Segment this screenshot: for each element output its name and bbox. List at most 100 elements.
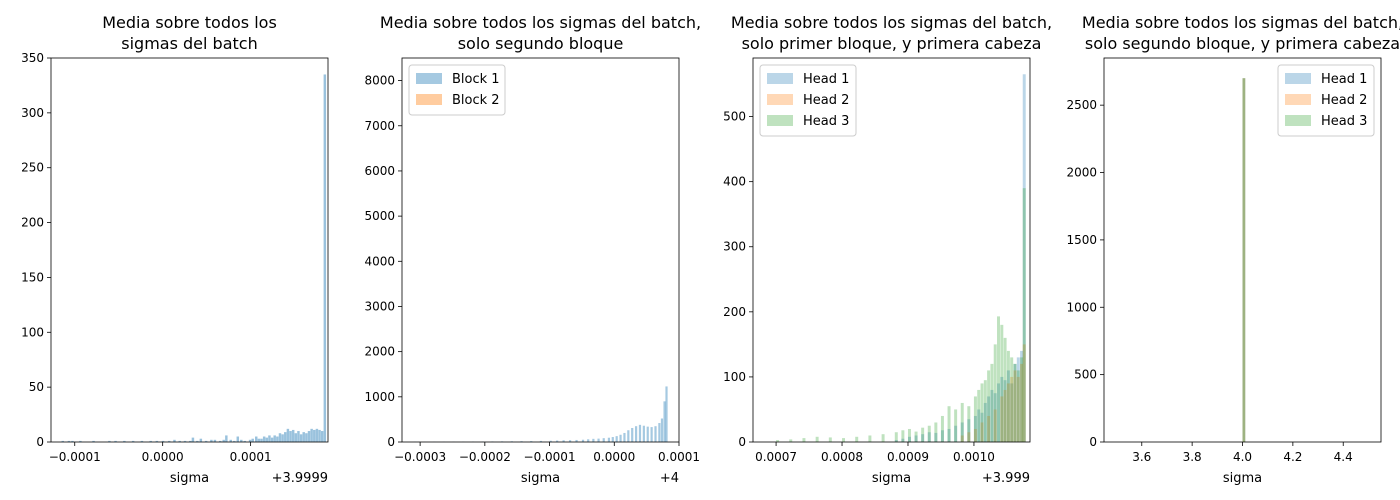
bar — [987, 370, 991, 442]
bar — [251, 438, 254, 442]
x-axis-label: sigma — [872, 471, 911, 486]
bar — [1003, 380, 1007, 442]
bar — [222, 439, 225, 442]
bar — [191, 437, 195, 442]
y-tick-label: 200 — [21, 216, 44, 230]
bar — [983, 402, 987, 442]
y-tick-label: 100 — [21, 325, 44, 339]
bar — [960, 435, 964, 442]
bar — [990, 389, 994, 442]
bar — [587, 439, 590, 442]
bar — [868, 435, 872, 442]
bar — [855, 436, 859, 442]
y-tick-label: 1000 — [364, 390, 395, 404]
bar — [627, 430, 630, 442]
bar — [597, 438, 600, 442]
bar — [940, 430, 944, 442]
legend-label: Head 1 — [1321, 72, 1367, 87]
histogram-bars — [776, 74, 1026, 442]
y-tick-label: 0 — [387, 435, 395, 449]
x-offset-label: +3.9999 — [272, 471, 328, 486]
x-tick-label: 0.0000 — [142, 450, 184, 464]
bar — [1022, 344, 1026, 442]
bar — [276, 436, 279, 442]
x-axis-label: sigma — [521, 471, 560, 486]
bar — [815, 436, 819, 442]
bar — [1020, 357, 1024, 442]
bar — [1013, 370, 1017, 442]
x-tick-label: 0.0001 — [658, 450, 700, 464]
y-tick-label: 300 — [21, 106, 44, 120]
histogram-bars — [1242, 78, 1246, 442]
bar — [907, 428, 911, 442]
bar — [294, 433, 298, 442]
y-tick-label: 300 — [723, 240, 746, 254]
axes-frame — [752, 57, 1031, 443]
subplot-3: 0.0007 0.0008 0.0009 0.0010 0 100 200 300 400 500… — [723, 13, 1052, 486]
bar — [977, 409, 981, 442]
y-tick-label: 50 — [29, 380, 44, 394]
bar — [977, 389, 981, 442]
x-axis-label: sigma — [1223, 471, 1262, 486]
legend-label: Head 1 — [803, 72, 849, 87]
bar — [218, 440, 222, 442]
bar — [983, 380, 987, 442]
bar — [248, 439, 252, 442]
legend-swatch — [767, 94, 793, 105]
legend-swatch — [767, 115, 793, 126]
legend: Head 1 Head 2 Head 3 — [1277, 64, 1375, 137]
bar — [273, 435, 276, 442]
bar — [954, 425, 958, 442]
x-offset-label: +3.999 — [982, 471, 1030, 486]
subplot-1: −0.0001 0.0000 0.0001 0 50 100 150 200 250 300 350… — [21, 13, 329, 486]
bar — [654, 426, 657, 442]
chart-title: Media sobre todos los sigmas del batch, — [380, 13, 701, 32]
bar — [776, 440, 780, 442]
bar — [894, 440, 898, 442]
bar — [213, 439, 217, 442]
bar — [828, 437, 832, 442]
axes-frame — [50, 57, 329, 443]
bar — [315, 428, 319, 442]
bar — [907, 436, 911, 442]
bar — [1003, 337, 1007, 442]
bar — [993, 409, 997, 442]
bar — [236, 436, 240, 442]
bar — [556, 440, 559, 442]
bar — [1000, 324, 1004, 442]
legend-swatch — [1285, 115, 1311, 126]
bar — [960, 402, 964, 442]
bar — [114, 440, 117, 442]
bar — [581, 439, 585, 442]
bar — [210, 439, 213, 442]
bar — [954, 409, 958, 442]
bar — [1003, 389, 1007, 442]
bar — [575, 439, 578, 442]
bar — [302, 432, 305, 442]
bar — [318, 429, 321, 442]
bar — [638, 424, 642, 442]
bar — [646, 426, 649, 442]
bar — [980, 422, 984, 442]
chart-title: Media sobre todos los sigmas del batch, — [1082, 13, 1400, 32]
bar — [660, 418, 664, 442]
bar — [973, 428, 977, 442]
chart-title: solo primer bloque, y primera cabeza — [742, 34, 1042, 53]
bar — [123, 440, 126, 442]
y-tick-label: 1500 — [1066, 233, 1097, 247]
bar — [665, 386, 668, 442]
bar — [967, 419, 971, 442]
bar — [183, 440, 187, 442]
bar — [307, 431, 311, 442]
y-tick-label: 0 — [36, 435, 44, 449]
legend-label: Head 2 — [1321, 93, 1367, 108]
bar — [289, 431, 292, 442]
subplot-4: 3.6 3.8 4.0 4.2 4.4 0 500 1000 1500 2000 2500 sigma… — [1066, 13, 1400, 486]
bar — [260, 438, 263, 442]
bar — [973, 396, 977, 442]
x-tick-label: 0.0000 — [593, 450, 635, 464]
legend-box — [1277, 64, 1375, 137]
x-tick-label: 0.0009 — [887, 450, 929, 464]
x-tick-label: 0.0001 — [230, 450, 272, 464]
